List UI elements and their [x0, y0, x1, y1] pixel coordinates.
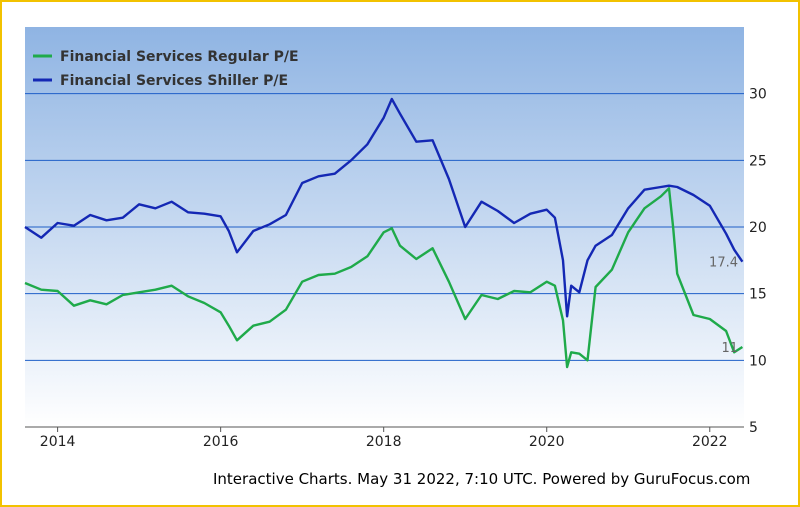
y-tick-label: 10 — [749, 353, 767, 369]
series-line-shiller-pe[interactable] — [24, 97, 744, 318]
end-label: 17.4 — [709, 256, 738, 271]
y-tick-label: 25 — [749, 153, 767, 169]
legend[interactable]: Financial Services Regular P/E Financial … — [33, 49, 299, 89]
y-tick-label: 5 — [749, 420, 758, 436]
grid-lines — [25, 93, 744, 361]
y-tick-label: 15 — [749, 287, 767, 303]
y-axis: 5 10 15 20 25 30 — [749, 87, 767, 436]
end-labels: 17.4 11 — [709, 256, 738, 356]
y-tick-label: 30 — [749, 87, 767, 103]
y-tick-label: 20 — [749, 220, 767, 236]
series-lines — [24, 97, 744, 369]
footer-credit[interactable]: Interactive Charts. May 31 2022, 7:10 UT… — [213, 470, 751, 488]
x-tick-label: 2014 — [40, 434, 76, 450]
legend-label[interactable]: Financial Services Regular P/E — [60, 49, 299, 65]
x-tick-label: 2016 — [203, 434, 239, 450]
x-axis: 2014 2016 2018 2020 2022 — [25, 426, 744, 450]
x-tick-label: 2018 — [366, 434, 402, 450]
x-tick-label: 2022 — [692, 434, 728, 450]
legend-label[interactable]: Financial Services Shiller P/E — [60, 73, 288, 89]
series-line-regular-pe[interactable] — [24, 187, 744, 369]
end-label: 11 — [721, 341, 738, 356]
x-tick-label: 2020 — [529, 434, 565, 450]
